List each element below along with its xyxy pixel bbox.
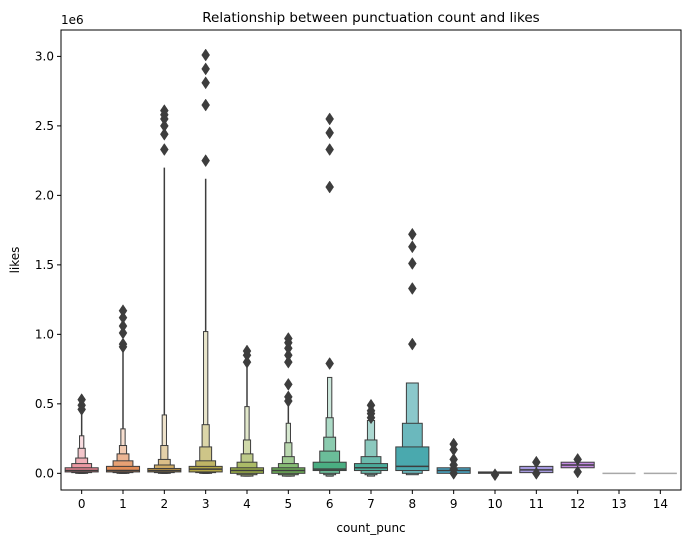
plot-marks: [64, 48, 677, 482]
outlier-point: [118, 337, 128, 351]
chart-title: Relationship between punctuation count a…: [202, 10, 539, 26]
y-tick-label: 2.5: [35, 119, 54, 133]
y-tick-label: 0.5: [35, 397, 54, 411]
outlier-point: [201, 76, 210, 90]
outlier-point: [573, 452, 582, 466]
outlier-point: [366, 398, 376, 412]
x-tick-label: 2: [161, 497, 169, 511]
outlier-point: [118, 326, 128, 340]
category-group-11: [519, 455, 554, 480]
outlier-point: [201, 98, 210, 112]
outlier-point: [242, 344, 252, 358]
category-group-12: [560, 452, 595, 479]
outlier-point: [284, 377, 293, 391]
outlier-point: [573, 465, 582, 479]
outlier-point: [284, 332, 293, 345]
y-tick-label: 3.0: [35, 49, 54, 63]
x-tick-label: 9: [450, 497, 458, 511]
letter-value-box: [199, 446, 213, 474]
x-tick-label: 12: [570, 497, 585, 511]
outlier-point: [77, 393, 86, 407]
outlier-point: [201, 48, 210, 62]
outlier-point: [160, 104, 169, 118]
outlier-point: [118, 311, 128, 325]
outlier-point: [325, 357, 334, 370]
category-group-5: [271, 332, 306, 477]
outlier-point: [408, 257, 417, 270]
outlier-point: [160, 127, 169, 141]
outlier-point: [160, 119, 169, 133]
outlier-point: [118, 304, 128, 318]
outlier-point: [201, 154, 210, 168]
category-group-2: [147, 104, 182, 474]
category-group-7: [353, 398, 389, 477]
y-offset-label: 1e6: [61, 13, 84, 27]
outlier-point: [532, 466, 541, 480]
outlier-point: [449, 452, 458, 466]
outlier-point: [242, 355, 252, 369]
category-group-6: [312, 112, 347, 477]
outlier-point: [325, 143, 334, 156]
x-axis-label: count_punc: [336, 521, 405, 535]
x-tick-label: 5: [285, 497, 293, 511]
x-tick-label: 11: [529, 497, 544, 511]
x-tick-label: 6: [326, 497, 334, 511]
x-tick-label: 4: [243, 497, 251, 511]
y-tick-label: 0.0: [35, 466, 54, 480]
y-tick-label: 1.0: [35, 327, 54, 341]
x-tick-label: 3: [202, 497, 210, 511]
outlier-point: [284, 355, 293, 369]
x-tick-label: 13: [611, 497, 626, 511]
category-group-8: [395, 227, 430, 476]
x-tick-label: 7: [367, 497, 375, 511]
outlier-point: [408, 240, 417, 254]
letter-value-box: [105, 465, 141, 473]
y-axis-label: likes: [8, 247, 22, 274]
outlier-point: [284, 348, 293, 362]
outlier-point: [408, 337, 417, 351]
outlier-point: [118, 319, 128, 333]
x-tick-label: 1: [119, 497, 127, 511]
x-tick-label: 10: [487, 497, 502, 511]
outlier-point: [325, 180, 334, 194]
outlier-point: [408, 227, 417, 241]
y-tick-label: 2.0: [35, 188, 54, 202]
outlier-point: [532, 455, 541, 469]
outlier-point: [490, 468, 500, 482]
letter-value-box: [312, 461, 347, 472]
category-group-4: [229, 344, 265, 477]
outlier-point: [284, 390, 293, 404]
x-tick-label: 14: [653, 497, 668, 511]
outlier-point: [325, 126, 334, 140]
letter-value-box: [395, 446, 430, 472]
outlier-point: [201, 62, 210, 76]
x-axis: 0 1 2 3 4 5 6 7 8 9 10 11 12 13 14: [78, 490, 668, 511]
category-group-3: [188, 48, 223, 474]
y-tick-label: 1.5: [35, 258, 54, 272]
x-tick-label: 0: [78, 497, 86, 511]
outlier-point: [449, 437, 458, 451]
category-group-10: [477, 468, 513, 482]
category-group-1: [105, 304, 141, 474]
outlier-point: [325, 112, 334, 126]
outlier-point: [408, 282, 417, 295]
x-tick-label: 8: [409, 497, 417, 511]
category-group-9: [436, 437, 471, 480]
category-group-0: [64, 393, 99, 474]
y-axis: 0.0 0.5 1.0 1.5 2.0 2.5 3.0: [35, 49, 61, 480]
outlier-point: [160, 143, 169, 156]
